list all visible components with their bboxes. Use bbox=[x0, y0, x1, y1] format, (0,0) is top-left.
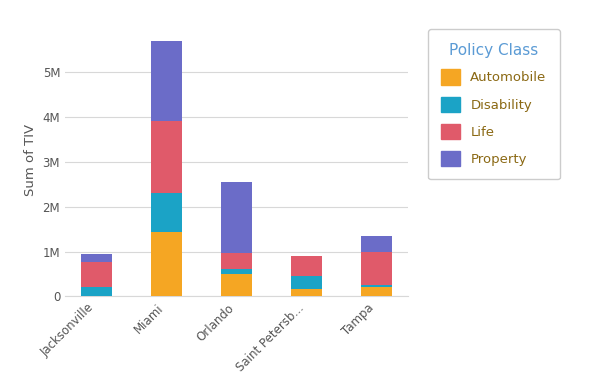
Bar bbox=[291, 288, 322, 296]
Legend: Automobile, Disability, Life, Property: Automobile, Disability, Life, Property bbox=[428, 29, 560, 179]
Bar bbox=[361, 285, 392, 287]
Bar bbox=[291, 276, 322, 288]
Bar bbox=[220, 253, 252, 269]
Y-axis label: Sum of TIV: Sum of TIV bbox=[24, 124, 37, 196]
Bar bbox=[151, 193, 182, 232]
Bar bbox=[80, 254, 112, 262]
Bar bbox=[151, 122, 182, 193]
Bar bbox=[361, 236, 392, 252]
Bar bbox=[361, 252, 392, 285]
Bar bbox=[80, 287, 112, 296]
Bar bbox=[220, 274, 252, 296]
Bar bbox=[80, 262, 112, 287]
Bar bbox=[361, 287, 392, 296]
Bar bbox=[151, 232, 182, 296]
Bar bbox=[291, 256, 322, 276]
Bar bbox=[220, 182, 252, 253]
Bar bbox=[151, 41, 182, 122]
Bar bbox=[220, 269, 252, 274]
